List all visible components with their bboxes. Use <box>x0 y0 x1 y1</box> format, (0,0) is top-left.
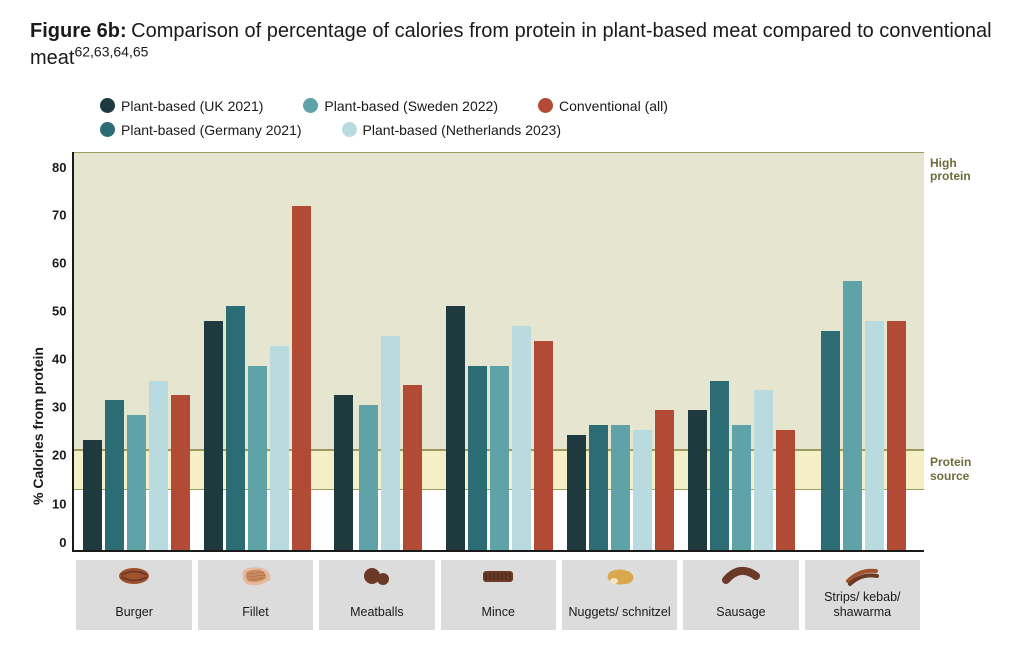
y-tick: 30 <box>52 400 66 415</box>
y-tick: 50 <box>52 304 66 319</box>
nugget-icon <box>600 564 640 588</box>
x-axis: Burger Fillet Meatballs Mince Nuggets/ s… <box>72 552 924 630</box>
bar-fillet-nl <box>270 346 289 550</box>
legend-item-cv: Conventional (all) <box>538 98 668 114</box>
x-label-text: Meatballs <box>350 605 404 620</box>
bar-group-nuggets <box>563 152 678 550</box>
legend-label: Conventional (all) <box>559 98 668 114</box>
chart-container: % Calories from protein 80 70 60 50 40 30 20 10… <box>30 152 994 630</box>
bar-group-burger <box>78 152 193 550</box>
y-tick: 60 <box>52 255 66 270</box>
bar-sausage-nl <box>754 390 773 549</box>
figure-title-text: Comparison of percentage of calories fro… <box>30 20 992 69</box>
bar-sausage-se <box>732 425 751 549</box>
bar-fillet-cv <box>292 206 311 549</box>
bar-mince-nl <box>512 326 531 550</box>
legend-item-se: Plant-based (Sweden 2022) <box>303 98 498 114</box>
bar-nuggets-se <box>611 425 630 549</box>
figure-title-block: Figure 6b: Comparison of percentage of c… <box>30 20 994 70</box>
figure-title: Comparison of percentage of calories fro… <box>30 20 992 69</box>
bar-group-sausage <box>684 152 799 550</box>
x-label-strips: Strips/ kebab/ shawarma <box>805 560 920 630</box>
legend-label: Plant-based (Sweden 2022) <box>324 98 498 114</box>
bar-group-strips <box>805 152 920 550</box>
meatball-icon <box>357 564 397 588</box>
bar-mince-uk <box>446 306 465 550</box>
bar-burger-uk <box>83 440 102 549</box>
legend-label: Plant-based (UK 2021) <box>121 98 263 114</box>
bar-meatballs-cv <box>403 385 422 549</box>
sausage-icon <box>721 564 761 588</box>
figure-label: Figure 6b: <box>30 20 127 42</box>
x-label-burger: Burger <box>76 560 191 630</box>
bar-meatballs-se <box>359 405 378 549</box>
bar-sausage-uk <box>688 410 707 549</box>
x-label-text: Nuggets/ schnitzel <box>569 605 671 620</box>
strips-icon <box>842 564 882 588</box>
bar-sausage-cv <box>776 430 795 549</box>
y-tick: 0 <box>59 535 66 550</box>
x-label-text: Fillet <box>242 605 268 620</box>
x-label-text: Mince <box>482 605 515 620</box>
bar-meatballs-uk <box>334 395 353 549</box>
bar-fillet-se <box>248 366 267 550</box>
x-label-fillet: Fillet <box>198 560 313 630</box>
bar-burger-cv <box>171 395 190 549</box>
bar-fillet-de <box>226 306 245 550</box>
legend-swatch <box>303 98 318 113</box>
legend-swatch <box>342 122 357 137</box>
figure-citation-superscript: 62,63,64,65 <box>74 43 148 59</box>
x-label-mince: Mince <box>441 560 556 630</box>
y-tick: 40 <box>52 352 66 367</box>
bars-row <box>74 152 924 550</box>
fillet-icon <box>236 564 276 588</box>
x-label-text: Burger <box>115 605 153 620</box>
bar-strips-nl <box>865 321 884 550</box>
mince-icon <box>478 564 518 588</box>
bar-fillet-uk <box>204 321 223 550</box>
legend-swatch <box>538 98 553 113</box>
x-label-sausage: Sausage <box>683 560 798 630</box>
bar-group-fillet <box>200 152 315 550</box>
bar-burger-de <box>105 400 124 549</box>
bar-strips-de <box>821 331 840 550</box>
bar-burger-se <box>127 415 146 549</box>
legend-swatch <box>100 122 115 137</box>
x-label-meatballs: Meatballs <box>319 560 434 630</box>
y-axis-label: % Calories from protein <box>30 152 46 630</box>
bar-mince-cv <box>534 341 553 550</box>
bar-mince-se <box>490 366 509 550</box>
bar-strips-se <box>843 281 862 550</box>
bar-burger-nl <box>149 381 168 550</box>
bar-nuggets-de <box>589 425 608 549</box>
burger-icon <box>114 564 154 588</box>
bar-mince-de <box>468 366 487 550</box>
bar-nuggets-uk <box>567 435 586 549</box>
legend-label: Plant-based (Germany 2021) <box>121 122 302 138</box>
x-label-text: Strips/ kebab/ shawarma <box>809 590 916 620</box>
chart-legend: Plant-based (UK 2021) Plant-based (Sweden… <box>100 98 860 138</box>
y-tick: 70 <box>52 207 66 222</box>
y-axis: 80 70 60 50 40 30 20 10 0 <box>52 152 72 552</box>
legend-label: Plant-based (Netherlands 2023) <box>363 122 561 138</box>
legend-item-nl: Plant-based (Netherlands 2023) <box>342 122 561 138</box>
bar-group-mince <box>442 152 557 550</box>
legend-swatch <box>100 98 115 113</box>
y-tick: 20 <box>52 448 66 463</box>
legend-item-de: Plant-based (Germany 2021) <box>100 122 302 138</box>
legend-item-uk: Plant-based (UK 2021) <box>100 98 263 114</box>
bar-meatballs-nl <box>381 336 400 550</box>
bar-strips-cv <box>887 321 906 550</box>
y-tick: 80 <box>52 160 66 175</box>
y-tick: 10 <box>52 496 66 511</box>
bar-group-meatballs <box>321 152 436 550</box>
x-label-nuggets: Nuggets/ schnitzel <box>562 560 677 630</box>
x-label-text: Sausage <box>716 605 765 620</box>
bar-nuggets-nl <box>633 430 652 549</box>
plot-area: ProteinsourceHighprotein <box>72 152 924 552</box>
bar-nuggets-cv <box>655 410 674 549</box>
bar-sausage-de <box>710 381 729 550</box>
